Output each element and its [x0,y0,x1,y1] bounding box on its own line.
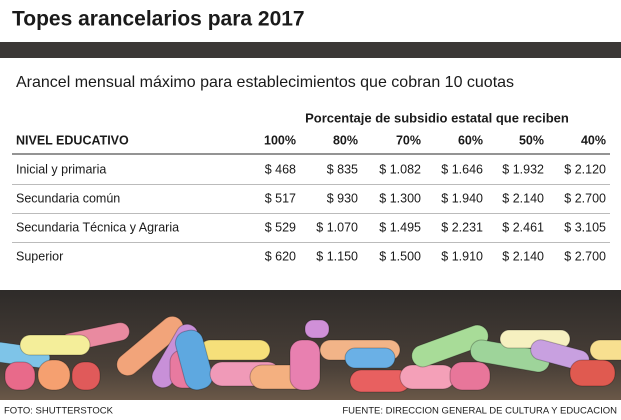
column-header: NIVEL EDUCATIVO [16,133,129,147]
band [0,42,621,58]
row-label: Inicial y primaria [16,162,106,176]
cell: $ 1.646 [441,162,483,176]
cell: $ 2.140 [502,249,544,263]
column-header: 70% [396,133,421,147]
row-label: Secundaria común [16,191,120,205]
column-header: 100% [264,133,296,147]
cell: $ 1.940 [441,191,483,205]
cell: $ 3.105 [564,220,606,234]
chalk-photo [0,290,621,400]
cell: $ 620 [265,249,296,263]
cell: $ 2.700 [564,191,606,205]
cell: $ 2.120 [564,162,606,176]
title: Topes arancelarios para 2017 [12,8,305,31]
cell: $ 930 [327,191,358,205]
cell: $ 2.140 [502,191,544,205]
footer-band [0,400,621,420]
cell: $ 1.082 [379,162,421,176]
cell: $ 835 [327,162,358,176]
cell: $ 1.495 [379,220,421,234]
cell: $ 529 [265,220,296,234]
cell: $ 1.300 [379,191,421,205]
cell: $ 468 [265,162,296,176]
column-header: 50% [519,133,544,147]
cell: $ 1.500 [379,249,421,263]
cell: $ 2.461 [502,220,544,234]
cell: $ 1.150 [316,249,358,263]
column-header: 60% [458,133,483,147]
group-header: Porcentaje de subsidio estatal que recib… [305,110,569,125]
source: FUENTE: DIRECCION GENERAL DE CULTURA Y E… [342,406,617,417]
row-label: Superior [16,249,63,263]
column-header: 80% [333,133,358,147]
cell: $ 2.700 [564,249,606,263]
cell: $ 1.070 [316,220,358,234]
cell: $ 1.932 [502,162,544,176]
column-header: 40% [581,133,606,147]
cell: $ 2.231 [441,220,483,234]
cell: $ 1.910 [441,249,483,263]
photo-credit: FOTO: SHUTTERSTOCK [4,406,114,417]
subtitle: Arancel mensual máximo para establecimie… [16,74,514,91]
row-label: Secundaria Técnica y Agraria [16,220,179,234]
table: NIVEL EDUCATIVO 100% 80% 70% 60% 50% 40% Inicia… [12,133,610,263]
cell: $ 517 [265,191,296,205]
